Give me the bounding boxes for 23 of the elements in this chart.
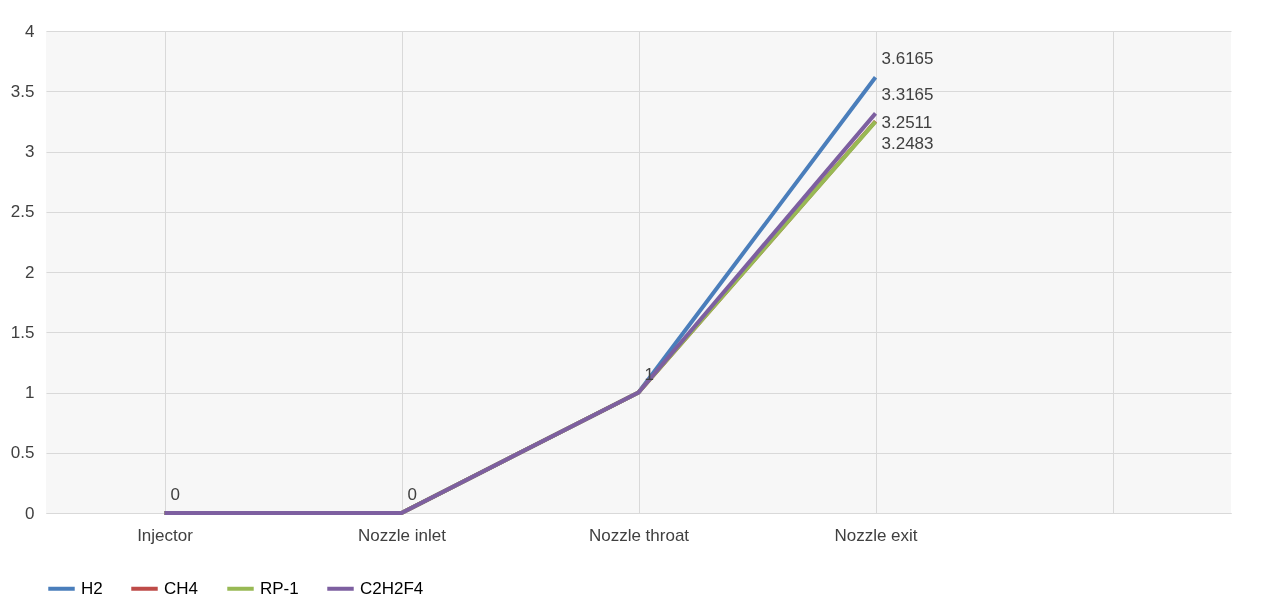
legend-label: RP-1 (260, 578, 299, 598)
data-label: 0 (170, 485, 180, 504)
y-tick-label: 2 (25, 262, 35, 282)
y-tick-label: 4 (25, 21, 35, 41)
y-tick-label: 1 (25, 383, 35, 402)
y-tick-label: 0.5 (10, 443, 35, 463)
data-label: 3.6165 (881, 49, 934, 69)
y-tick-label: 2.5 (10, 202, 35, 222)
x-tick-label: Nozzle throat (588, 525, 690, 545)
legend-label: C2H2F4 (360, 578, 424, 598)
y-tick-label: 3 (25, 142, 35, 161)
x-tick-label: Nozzle inlet (358, 525, 447, 545)
data-label: 3.2483 (881, 133, 934, 153)
y-tick-label: 3.5 (10, 81, 35, 101)
y-tick-label: 1.5 (10, 322, 35, 342)
data-label: 3.2511 (881, 113, 933, 133)
data-label: 3.3165 (881, 85, 934, 105)
x-tick-label: Injector (137, 525, 194, 545)
y-tick-label: 0 (25, 503, 35, 523)
legend-label: H2 (81, 578, 103, 598)
data-label: 0 (407, 485, 417, 504)
x-tick-label: Nozzle exit (834, 525, 918, 545)
legend-label: CH4 (164, 578, 199, 598)
